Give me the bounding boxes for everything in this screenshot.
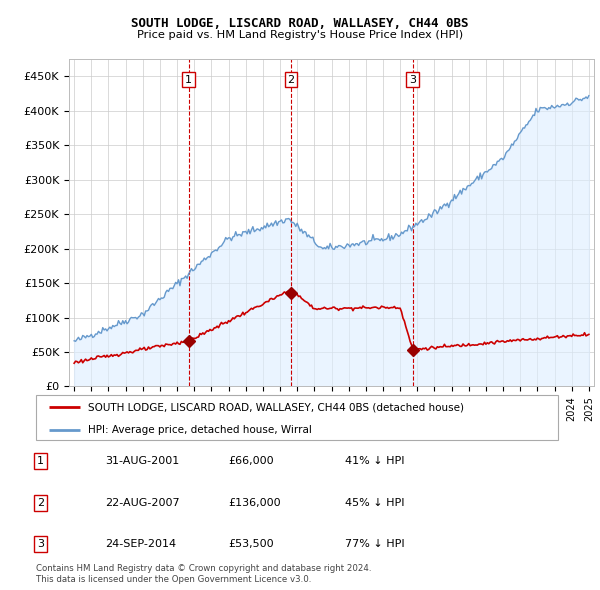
Text: 1: 1 bbox=[185, 75, 192, 85]
Text: HPI: Average price, detached house, Wirral: HPI: Average price, detached house, Wirr… bbox=[88, 425, 312, 435]
Text: 24-SEP-2014: 24-SEP-2014 bbox=[105, 539, 176, 549]
Text: 77% ↓ HPI: 77% ↓ HPI bbox=[345, 539, 404, 549]
Text: £53,500: £53,500 bbox=[228, 539, 274, 549]
Text: 31-AUG-2001: 31-AUG-2001 bbox=[105, 457, 179, 466]
Text: £66,000: £66,000 bbox=[228, 457, 274, 466]
Text: 22-AUG-2007: 22-AUG-2007 bbox=[105, 498, 179, 507]
Text: 1: 1 bbox=[37, 457, 44, 466]
Text: 2: 2 bbox=[287, 75, 295, 85]
Text: 41% ↓ HPI: 41% ↓ HPI bbox=[345, 457, 404, 466]
Text: SOUTH LODGE, LISCARD ROAD, WALLASEY, CH44 0BS (detached house): SOUTH LODGE, LISCARD ROAD, WALLASEY, CH4… bbox=[88, 402, 464, 412]
Text: SOUTH LODGE, LISCARD ROAD, WALLASEY, CH44 0BS: SOUTH LODGE, LISCARD ROAD, WALLASEY, CH4… bbox=[131, 17, 469, 30]
Text: 2: 2 bbox=[37, 498, 44, 507]
Text: Contains HM Land Registry data © Crown copyright and database right 2024.: Contains HM Land Registry data © Crown c… bbox=[36, 565, 371, 573]
Text: 45% ↓ HPI: 45% ↓ HPI bbox=[345, 498, 404, 507]
Text: £136,000: £136,000 bbox=[228, 498, 281, 507]
Text: This data is licensed under the Open Government Licence v3.0.: This data is licensed under the Open Gov… bbox=[36, 575, 311, 584]
Text: Price paid vs. HM Land Registry's House Price Index (HPI): Price paid vs. HM Land Registry's House … bbox=[137, 30, 463, 40]
Text: 3: 3 bbox=[37, 539, 44, 549]
Text: 3: 3 bbox=[409, 75, 416, 85]
FancyBboxPatch shape bbox=[36, 395, 558, 440]
